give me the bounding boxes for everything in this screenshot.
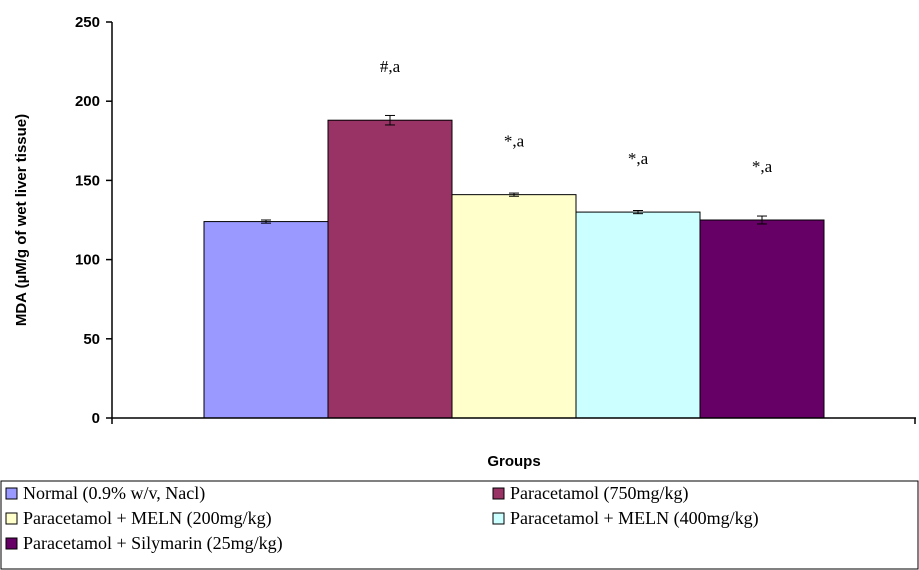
y-tick-label: 200 — [75, 93, 100, 110]
y-axis-title: MDA (µM/g of wet liver tissue) — [13, 114, 30, 326]
significance-label: *,a — [628, 149, 649, 168]
legend-entry: Paracetamol + MELN (400mg/kg) — [510, 508, 759, 529]
bar — [575, 211, 701, 419]
bars-layer: #,a *,a *,a *,a — [203, 57, 825, 419]
legend-entry: Normal (0.9% w/v, Nacl) — [23, 483, 205, 504]
legend-entry: Paracetamol (750mg/kg) — [510, 483, 688, 504]
bar — [327, 119, 453, 419]
y-tick-label: 0 — [92, 410, 100, 427]
legend-swatch — [492, 487, 505, 500]
y-tick-label: 150 — [75, 172, 100, 189]
y-tick-label: 50 — [83, 331, 100, 348]
significance-label: *,a — [504, 132, 525, 151]
significance-label: *,a — [752, 157, 773, 176]
legend: Normal (0.9% w/v, Nacl) Paracetamol (750m… — [0, 480, 919, 570]
y-tick-label: 100 — [75, 252, 100, 269]
x-axis-title: Groups — [487, 453, 540, 470]
legend-entry: Paracetamol + MELN (200mg/kg) — [23, 508, 272, 529]
legend-swatch — [5, 487, 18, 500]
legend-swatch — [492, 512, 505, 525]
legend-swatch — [5, 537, 18, 550]
legend-box — [0, 480, 919, 570]
bar — [203, 221, 329, 419]
bar — [451, 194, 577, 419]
y-tick-label: 250 — [75, 14, 100, 31]
legend-swatch — [5, 512, 18, 525]
bar — [699, 219, 825, 419]
legend-entry: Paracetamol + Silymarin (25mg/kg) — [23, 533, 283, 554]
significance-label: #,a — [380, 57, 401, 76]
axes-layer: 0 50 100 150 200 250 — [75, 14, 916, 427]
